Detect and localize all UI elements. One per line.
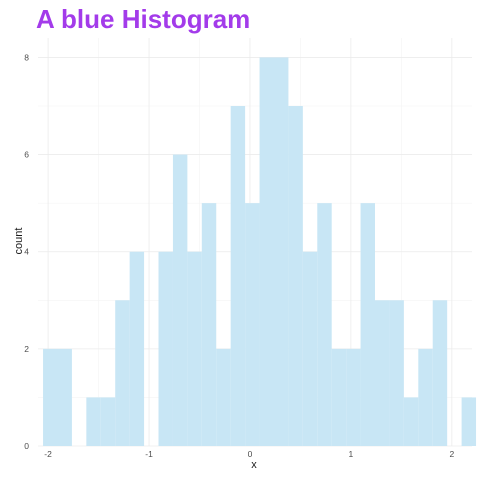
histogram-bar: [375, 300, 390, 446]
histogram-bar: [86, 397, 101, 446]
x-axis-title: x: [251, 459, 257, 471]
histogram-bar: [245, 203, 260, 446]
y-axis-title: count: [13, 228, 25, 255]
bars-layer: [43, 57, 477, 447]
histogram-bar: [273, 57, 289, 447]
histogram-bar: [259, 57, 274, 447]
histogram-bar: [100, 397, 116, 446]
histogram-bar: [389, 300, 404, 446]
x-tick-label: 2: [449, 449, 454, 459]
histogram-bar: [216, 348, 231, 446]
histogram-bar: [432, 300, 448, 446]
y-tick-label: 4: [24, 247, 29, 257]
histogram-bar: [129, 251, 145, 446]
histogram-bar: [403, 397, 419, 446]
histogram-bar: [158, 251, 173, 446]
histogram-bar: [418, 348, 433, 446]
x-tick-label: -1: [145, 449, 153, 459]
histogram-bar: [172, 154, 188, 447]
histogram-bar: [115, 300, 130, 446]
y-tick-label: 8: [24, 52, 29, 62]
x-tick-label: 1: [349, 449, 354, 459]
chart-title: A blue Histogram: [36, 4, 251, 34]
y-tick-label: 6: [24, 150, 29, 160]
histogram-bar: [317, 203, 332, 446]
y-tick-labels: 0 2 4 6 8: [24, 52, 29, 451]
y-tick-label: 2: [24, 344, 29, 354]
histogram-bar: [302, 251, 318, 446]
histogram-bar: [331, 348, 347, 446]
histogram-bar: [346, 348, 361, 446]
histogram-bar: [360, 203, 376, 446]
y-tick-label: 0: [24, 441, 29, 451]
histogram-bar: [57, 348, 72, 446]
histogram-bar: [230, 106, 246, 446]
histogram-bar: [288, 106, 303, 446]
histogram-bar: [461, 397, 477, 446]
x-tick-label: -2: [44, 449, 52, 459]
histogram-bar: [187, 251, 202, 446]
histogram-bar: [201, 203, 217, 446]
x-tick-label: 0: [248, 449, 253, 459]
x-tick-labels: -2 -1 0 1 2: [44, 449, 454, 459]
histogram-bar: [43, 348, 58, 446]
